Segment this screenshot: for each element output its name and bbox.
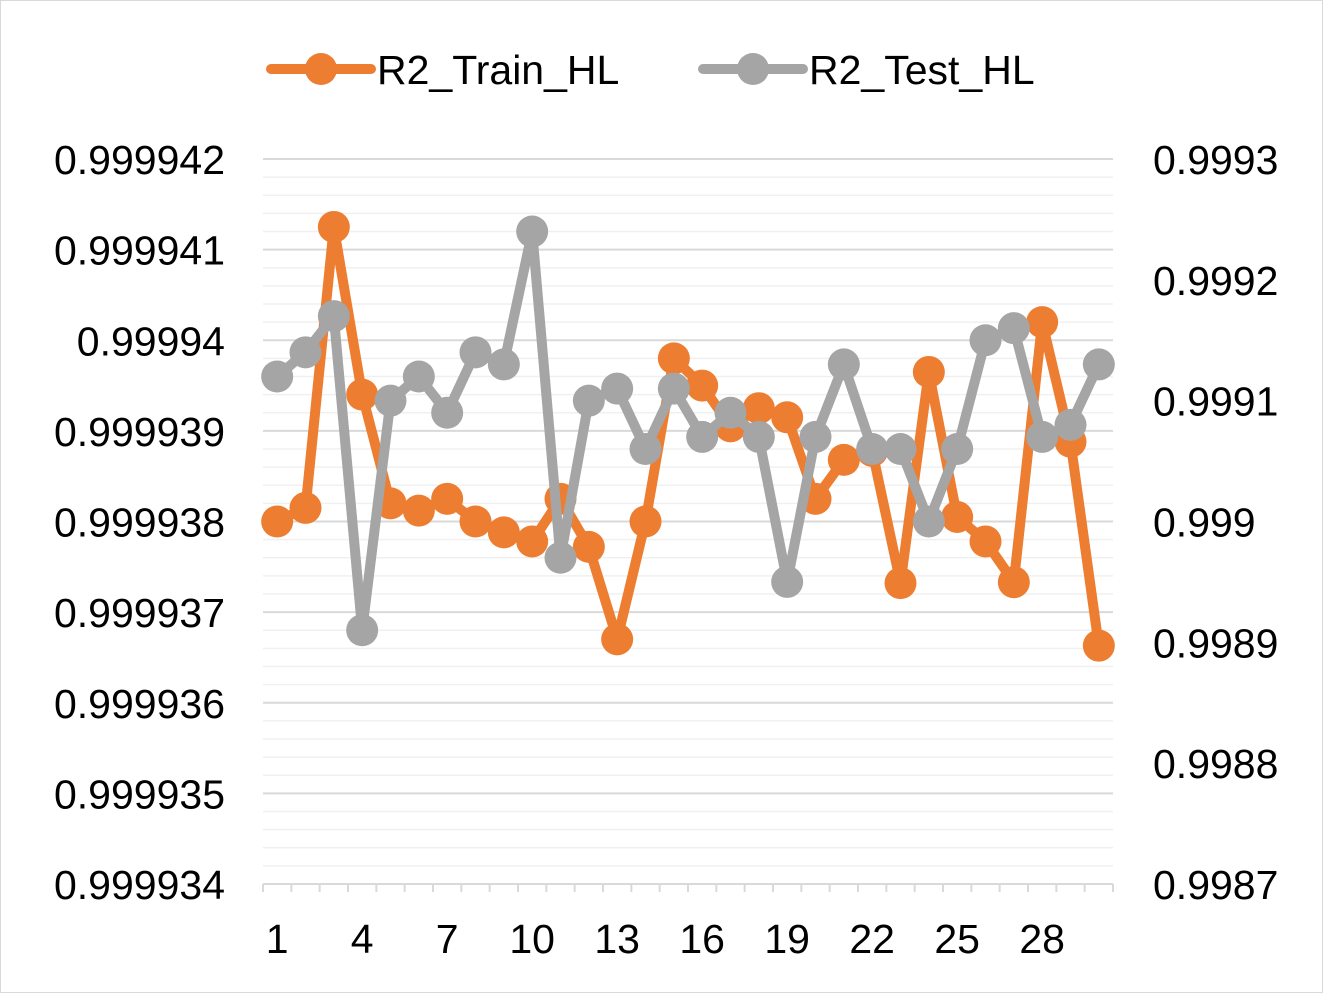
right-y-tick-label: 0.9988 <box>1153 741 1278 787</box>
data-point <box>1026 306 1059 339</box>
data-point <box>572 530 605 563</box>
data-point <box>912 505 945 538</box>
right-y-tick-label: 0.9987 <box>1153 862 1278 908</box>
data-point <box>261 360 294 393</box>
data-point <box>346 614 379 647</box>
left-y-tick-label: 0.999941 <box>54 228 225 274</box>
data-point <box>1026 420 1059 453</box>
legend-label: R2_Test_HL <box>809 47 1035 93</box>
x-tick-label: 25 <box>934 916 980 962</box>
x-axis-tick-labels: 1 4 7 10 13 16 19 22 25 28 <box>266 916 1065 962</box>
data-point <box>402 360 435 393</box>
data-point <box>516 215 549 248</box>
data-point <box>261 505 294 538</box>
data-point <box>431 396 464 429</box>
data-point <box>884 567 917 600</box>
x-tick-label: 19 <box>764 916 810 962</box>
data-point <box>969 324 1002 357</box>
data-point <box>487 348 520 381</box>
left-y-tick-label: 0.999938 <box>54 500 225 546</box>
data-point <box>544 541 577 574</box>
left-y-tick-label: 0.999935 <box>54 771 225 817</box>
data-point <box>856 433 889 465</box>
data-point <box>827 348 860 381</box>
data-point <box>827 443 860 476</box>
data-point <box>487 516 520 549</box>
data-point <box>346 378 379 411</box>
data-point <box>941 500 974 533</box>
data-point <box>742 392 775 425</box>
x-tick-label: 13 <box>594 916 640 962</box>
legend-label: R2_Train_HL <box>377 47 619 93</box>
data-point <box>799 420 832 453</box>
x-tick-label: 22 <box>849 916 895 962</box>
data-point <box>1054 408 1087 441</box>
left-y-tick-label: 0.999937 <box>54 590 225 636</box>
legend: R2_Train_HL R2_Test_HL <box>266 47 1035 93</box>
x-tick-label: 10 <box>509 916 555 962</box>
x-axis <box>262 883 1114 892</box>
data-point <box>629 433 662 465</box>
left-y-tick-label: 0.999939 <box>54 409 225 455</box>
x-tick-label: 1 <box>266 916 289 962</box>
gridlines <box>263 158 1113 867</box>
data-point <box>1082 348 1115 381</box>
data-point <box>912 355 945 388</box>
data-point <box>374 384 407 417</box>
data-point <box>289 491 322 524</box>
legend-item: R2_Test_HL <box>698 47 1035 93</box>
data-point <box>742 420 775 453</box>
data-point <box>771 401 804 434</box>
data-point <box>771 565 804 598</box>
data-point <box>969 525 1002 558</box>
data-point <box>317 300 350 333</box>
left-y-tick-label: 0.999936 <box>54 681 225 727</box>
data-point <box>572 384 605 417</box>
legend-swatch-marker <box>305 53 337 85</box>
left-y-tick-label: 0.999942 <box>54 137 225 183</box>
data-point <box>657 342 690 375</box>
right-y-tick-label: 0.9993 <box>1153 137 1278 183</box>
data-point <box>317 210 350 243</box>
data-point <box>431 482 464 515</box>
x-tick-label: 28 <box>1019 916 1065 962</box>
data-point <box>629 505 662 538</box>
right-y-tick-label: 0.9992 <box>1153 258 1278 304</box>
data-point <box>686 369 719 402</box>
legend-item: R2_Train_HL <box>266 47 619 93</box>
data-point <box>289 336 322 369</box>
data-point <box>997 312 1030 345</box>
x-tick-label: 4 <box>351 916 374 962</box>
data-point <box>459 505 492 538</box>
data-point <box>516 525 549 558</box>
data-point <box>997 566 1030 599</box>
series-R2_Test_HL <box>261 215 1115 647</box>
series-lines <box>261 210 1115 662</box>
data-point <box>884 433 917 465</box>
legend-swatch-marker <box>737 53 769 85</box>
data-point <box>459 336 492 369</box>
data-point <box>601 623 634 656</box>
data-point <box>601 372 634 405</box>
right-y-tick-label: 0.999 <box>1153 500 1256 546</box>
data-point <box>402 494 435 527</box>
x-tick-label: 16 <box>679 916 725 962</box>
series-R2_Train_HL <box>261 210 1115 662</box>
left-y-tick-label: 0.99994 <box>77 318 225 364</box>
right-y-tick-label: 0.9989 <box>1153 620 1278 666</box>
data-point <box>1082 629 1115 662</box>
data-point <box>714 396 747 429</box>
right-y-tick-label: 0.9991 <box>1153 379 1278 425</box>
left-y-tick-label: 0.999934 <box>54 862 225 908</box>
data-point <box>941 433 974 465</box>
data-point <box>657 372 690 405</box>
data-point <box>686 420 719 453</box>
right-y-axis: 0.9993 0.9992 0.9991 0.999 0.9989 0.9988 0.998… <box>1153 137 1278 908</box>
left-y-axis: 0.999942 0.999941 0.99994 0.999939 0.999938 0… <box>54 137 225 908</box>
x-tick-label: 7 <box>436 916 459 962</box>
